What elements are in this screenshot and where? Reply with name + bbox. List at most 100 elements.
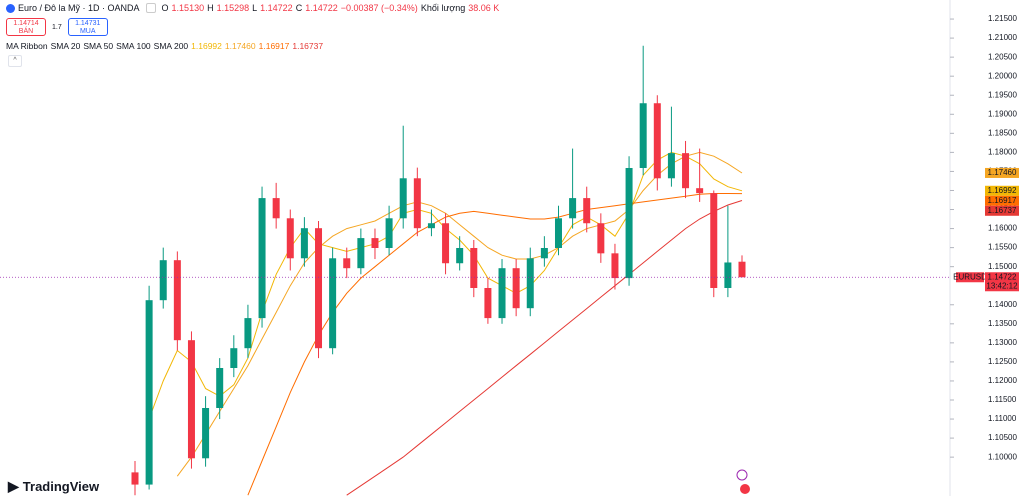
ma-line	[247, 193, 743, 496]
h-value: 1.15298	[216, 3, 250, 13]
y-tick-label: 1.18500	[988, 128, 1017, 137]
candle-body	[315, 228, 323, 349]
ma-price-box	[985, 195, 1019, 206]
candle-body	[371, 238, 379, 248]
ma-price-label: 1.16917	[988, 196, 1017, 205]
y-tick-label: 1.10500	[988, 433, 1017, 442]
sell-label: BÁN	[18, 28, 34, 35]
candle-body	[159, 260, 167, 301]
ma-price-box	[985, 205, 1019, 216]
y-tick-label: 1.20500	[988, 52, 1017, 61]
h-label: H	[207, 3, 214, 13]
ma-line	[148, 151, 743, 420]
y-tick-label: 1.15000	[988, 262, 1017, 271]
candle-body	[512, 268, 520, 309]
ma-price-box	[985, 185, 1019, 196]
candle-body	[738, 261, 746, 278]
y-tick-label: 1.21500	[988, 14, 1017, 23]
buy-button[interactable]: 1.14731 MUA	[67, 18, 108, 36]
candle-body	[611, 253, 619, 279]
candle-body	[696, 188, 704, 194]
collapse-button[interactable]: ^	[8, 55, 22, 67]
symbol-tag: EURUSD	[953, 272, 987, 281]
o-label: O	[161, 3, 169, 13]
y-tick-label: 1.15500	[988, 243, 1017, 252]
c-value: 1.14722	[305, 3, 338, 13]
y-tick-label: 1.19000	[988, 109, 1017, 118]
candle-body	[230, 348, 238, 368]
y-tick-label: 1.14000	[988, 300, 1017, 309]
candle-body	[272, 198, 280, 219]
candle-body	[343, 258, 351, 269]
candle-body	[569, 198, 577, 219]
trade-buttons: 1.14714 BÁN 1.7 1.14731 MUA	[6, 18, 108, 36]
candle-body	[145, 300, 153, 485]
ma-price-label: 1.16737	[988, 206, 1017, 215]
y-tick-label: 1.21000	[988, 33, 1017, 42]
price-box	[985, 272, 1019, 292]
l-label: L	[252, 3, 258, 13]
candle-body	[540, 248, 548, 259]
candle-body	[498, 268, 506, 319]
legend-value: 1.17460	[224, 41, 256, 51]
event-icon	[736, 469, 748, 481]
status-icon	[145, 3, 156, 13]
legend-series: SMA 200	[153, 41, 189, 51]
candle-body	[724, 262, 732, 288]
y-tick-label: 1.13500	[988, 319, 1017, 328]
legend-value: 1.16992	[191, 41, 222, 51]
legend-value: 1.16737	[292, 41, 324, 51]
spread: 1.7	[52, 23, 62, 31]
y-tick-label: 1.18000	[988, 147, 1017, 156]
y-tick-label: 1.11000	[988, 414, 1017, 423]
y-tick-label: 1.19500	[988, 90, 1017, 99]
candle-body	[202, 408, 210, 459]
ma-line	[176, 151, 743, 477]
indicator-legend: MA Ribbon SMA 20 SMA 50 SMA 100 SMA 200 1.16…	[6, 41, 323, 51]
o-value: 1.15130	[171, 3, 205, 13]
event-icon	[740, 484, 750, 494]
logo-text: TradingView	[22, 479, 100, 494]
y-tick-label: 1.13000	[988, 338, 1017, 347]
candle-body	[526, 258, 534, 309]
candle-body	[329, 258, 337, 349]
sell-button[interactable]: 1.14714 BÁN	[6, 18, 46, 36]
y-tick-label: 1.12000	[988, 376, 1017, 385]
candle-body	[427, 223, 435, 229]
buy-price: 1.14731	[75, 20, 101, 27]
countdown: 13:42:12	[986, 281, 1018, 290]
candle-body	[653, 103, 661, 179]
candle-body	[216, 368, 224, 408]
candle-body	[173, 260, 181, 341]
change: −0.00387 (−0.34%)	[340, 3, 418, 13]
candle-body	[442, 223, 450, 264]
candle-body	[682, 153, 690, 189]
candle-body	[484, 288, 492, 319]
candle-body	[667, 153, 675, 179]
candle-body	[554, 218, 562, 248]
legend-series: SMA 100	[116, 41, 151, 51]
candle-body	[300, 228, 308, 259]
candle-body	[413, 178, 421, 229]
volume-label: Khối lượng	[420, 3, 466, 13]
logo: ▶ TradingView	[8, 478, 99, 495]
candle-body	[258, 198, 266, 319]
l-value: 1.14722	[260, 3, 293, 13]
y-tick-label: 1.12500	[988, 357, 1017, 366]
volume: 38.06 K	[468, 3, 500, 13]
symbol: Euro / Đô la Mỹ · 1D · OANDA	[18, 3, 140, 13]
candle-body	[456, 248, 464, 264]
legend-series: SMA 20	[50, 41, 81, 51]
y-tick-label: 1.16000	[988, 224, 1017, 233]
y-tick-label: 1.20000	[988, 71, 1017, 80]
legend-value: 1.16917	[258, 41, 290, 51]
candle-body	[244, 318, 252, 349]
sell-price: 1.14714	[13, 20, 39, 27]
symbol-icon	[6, 3, 15, 13]
candle-body	[187, 340, 195, 459]
ma-price-label: 1.17460	[988, 168, 1017, 177]
candle-body	[357, 238, 365, 269]
ma-line	[346, 200, 743, 496]
candle-body	[597, 223, 605, 254]
